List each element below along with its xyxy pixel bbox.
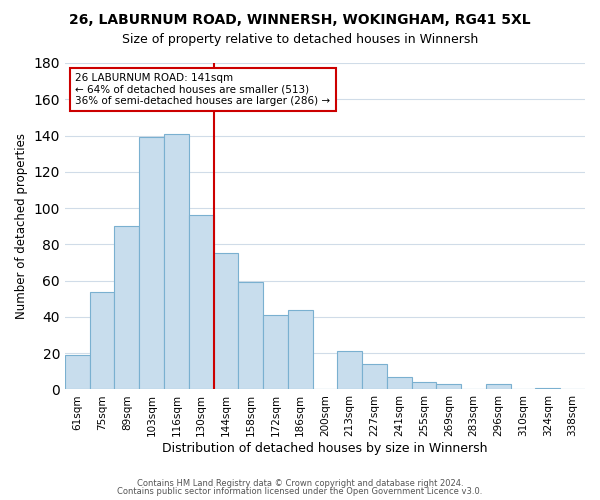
Bar [164, 134, 189, 390]
Text: Size of property relative to detached houses in Winnersh: Size of property relative to detached ho… [122, 32, 478, 46]
Bar [337, 352, 362, 390]
Bar [412, 382, 436, 390]
Bar [535, 388, 560, 390]
Bar [288, 310, 313, 390]
Text: 26, LABURNUM ROAD, WINNERSH, WOKINGHAM, RG41 5XL: 26, LABURNUM ROAD, WINNERSH, WOKINGHAM, … [69, 12, 531, 26]
Bar [89, 292, 115, 390]
Bar [115, 226, 139, 390]
Bar [263, 315, 288, 390]
Bar [65, 355, 89, 390]
Text: Contains HM Land Registry data © Crown copyright and database right 2024.: Contains HM Land Registry data © Crown c… [137, 478, 463, 488]
Bar [362, 364, 387, 390]
Text: Contains public sector information licensed under the Open Government Licence v3: Contains public sector information licen… [118, 487, 482, 496]
Bar [486, 384, 511, 390]
Bar [214, 254, 238, 390]
Bar [189, 216, 214, 390]
Bar [139, 138, 164, 390]
Text: 26 LABURNUM ROAD: 141sqm
← 64% of detached houses are smaller (513)
36% of semi-: 26 LABURNUM ROAD: 141sqm ← 64% of detach… [76, 73, 331, 106]
Y-axis label: Number of detached properties: Number of detached properties [15, 133, 28, 319]
Bar [387, 377, 412, 390]
Bar [436, 384, 461, 390]
X-axis label: Distribution of detached houses by size in Winnersh: Distribution of detached houses by size … [162, 442, 488, 455]
Bar [238, 282, 263, 390]
